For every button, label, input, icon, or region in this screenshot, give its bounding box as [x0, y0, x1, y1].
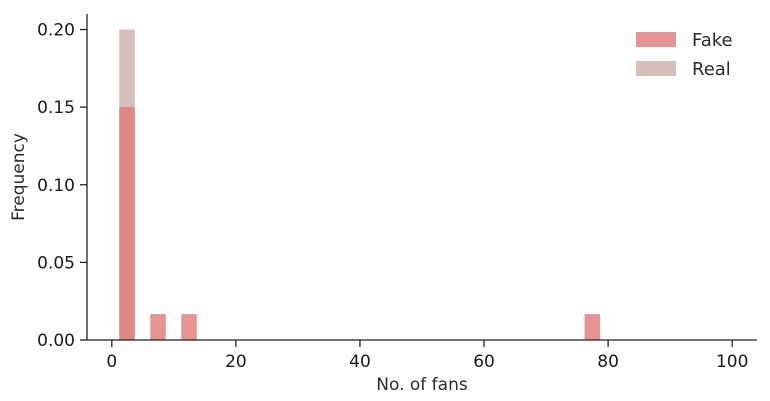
x-tick-label: 60: [473, 352, 495, 372]
x-tick-label: 40: [349, 352, 371, 372]
x-tick-label: 80: [597, 352, 619, 372]
y-ticks: 0.00 0.05 0.10 0.15 0.20: [37, 21, 87, 351]
legend: Fake Real: [636, 30, 733, 80]
bar-fake-1: [150, 314, 166, 340]
x-tick-label: 0: [106, 352, 117, 372]
y-tick-label: 0.05: [37, 253, 75, 273]
bar-fake-0: [119, 107, 135, 341]
bar-fake-2: [181, 314, 197, 340]
x-tick-label: 20: [225, 352, 247, 372]
bars-layer: [119, 29, 601, 341]
legend-label-real: Real: [692, 59, 731, 80]
legend-label-fake: Fake: [692, 30, 733, 51]
legend-swatch-real: [636, 61, 676, 76]
y-tick-label: 0.15: [37, 98, 75, 118]
bar-fake-3: [584, 314, 601, 340]
x-axis-label: No. of fans: [376, 375, 468, 395]
y-axis-label: Frequency: [9, 133, 29, 221]
y-tick-label: 0.20: [37, 21, 75, 41]
x-ticks: 0 20 40 60 80 100: [106, 340, 748, 372]
y-tick-label: 0.10: [37, 176, 75, 196]
x-tick-label: 100: [716, 352, 748, 372]
y-tick-label: 0.00: [37, 331, 75, 351]
legend-swatch-fake: [636, 32, 676, 47]
